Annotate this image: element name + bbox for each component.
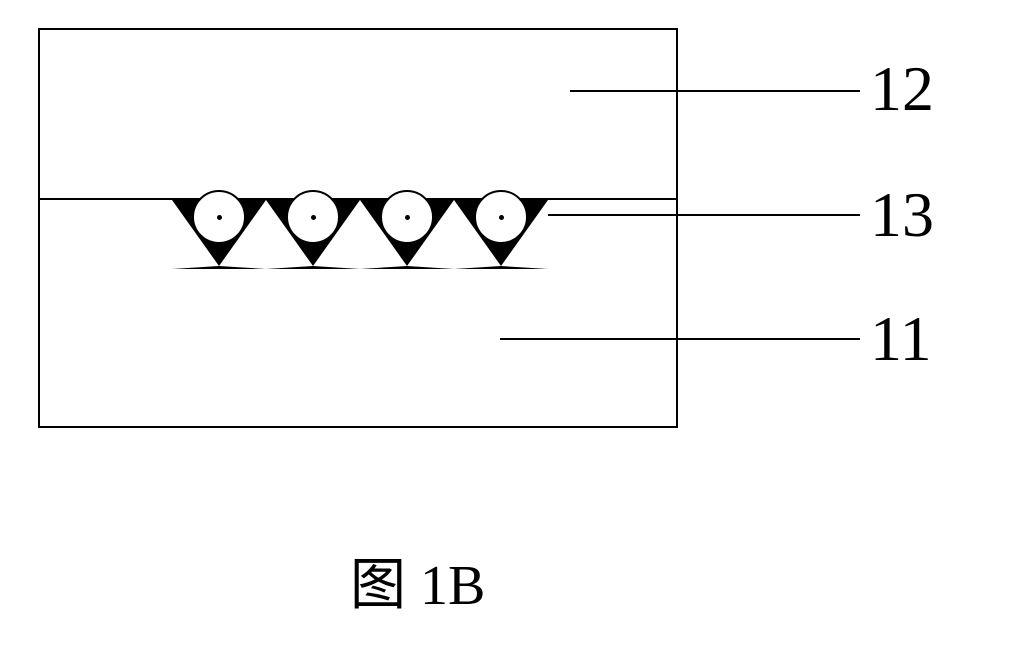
center-dot [499,215,504,220]
reference-label-11: 11 [870,302,932,376]
reference-label-13: 13 [870,178,934,252]
leader-line [570,90,860,92]
figure-caption: 图 1B [350,540,485,621]
diagram-canvas: 12 13 11 图 1B [0,0,1013,665]
reference-label-12: 12 [870,52,934,126]
center-dot [405,215,410,220]
leader-line [548,214,860,216]
center-dot [217,215,222,220]
center-dot [311,215,316,220]
leader-line [500,338,860,340]
